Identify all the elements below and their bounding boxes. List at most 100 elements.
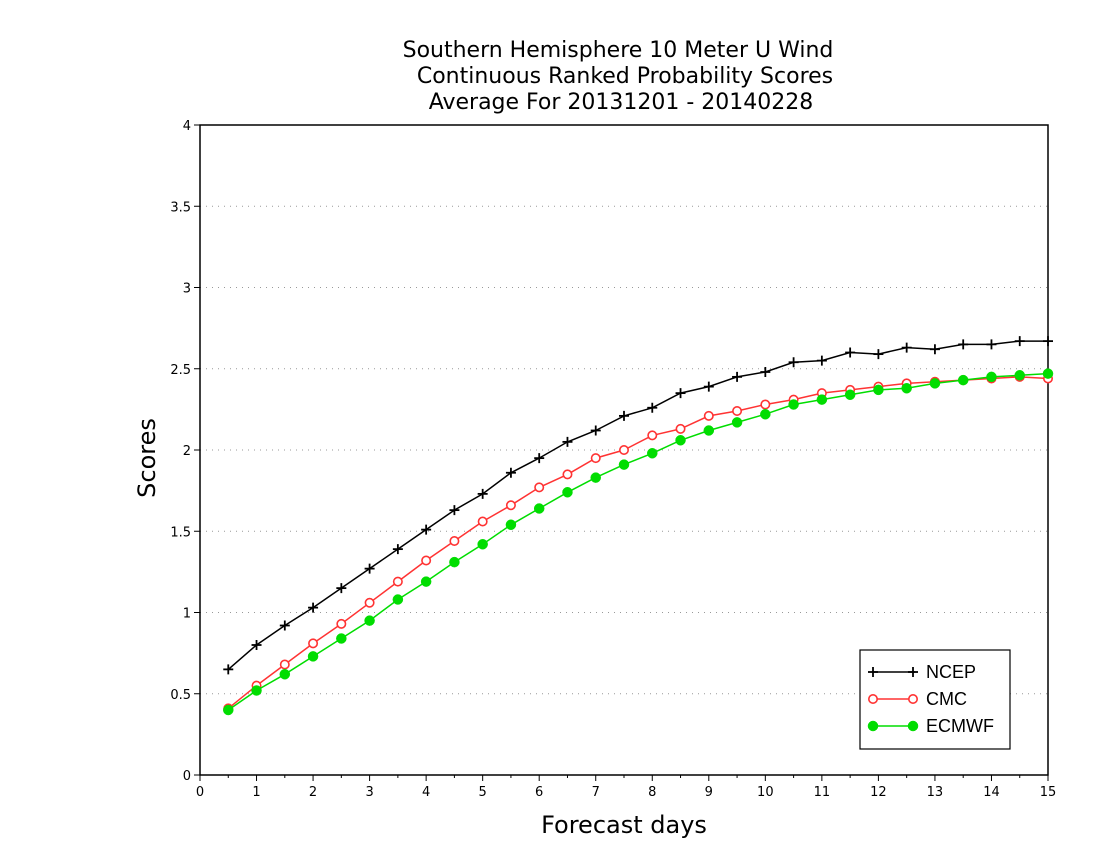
x-tick-label: 7: [592, 785, 600, 800]
data-point-ncep: [958, 339, 969, 350]
data-point-cmc: [308, 638, 319, 649]
y-tick-label: 4: [183, 119, 191, 134]
x-tick-label: 9: [705, 785, 713, 800]
data-point-ncep: [1043, 336, 1053, 347]
data-point-cmc: [760, 399, 771, 410]
data-point-ncep: [590, 425, 601, 436]
data-point-ecmwf: [788, 399, 799, 410]
data-point-ecmwf: [760, 409, 771, 420]
data-point-ncep: [421, 524, 432, 535]
legend-item-cmc: CMC: [867, 689, 967, 709]
data-point-ncep: [647, 402, 658, 413]
y-axis-label: Scores: [133, 418, 161, 498]
legend-label-cmc: CMC: [926, 689, 967, 709]
data-point-ncep: [873, 349, 884, 360]
legend: NCEP CMC ECMWF: [859, 649, 1011, 750]
data-point-ecmwf: [901, 383, 912, 394]
data-point-ncep: [675, 388, 686, 399]
data-point-ecmwf: [420, 576, 432, 587]
data-point-ncep: [703, 381, 714, 392]
data-point-ncep: [901, 342, 912, 353]
data-point-cmc: [675, 423, 686, 434]
data-point-ecmwf: [1042, 368, 1054, 379]
legend-marker-cmc: [907, 693, 918, 704]
data-point-ncep: [788, 357, 799, 368]
data-point-cmc: [421, 555, 432, 566]
data-point-ncep: [562, 436, 573, 447]
data-point-ncep: [732, 371, 743, 382]
y-tick-label: 0.5: [170, 688, 191, 703]
data-point-ecmwf: [816, 394, 828, 405]
data-point-ncep: [760, 367, 771, 377]
data-point-ncep: [308, 602, 319, 613]
data-point-ecmwf: [223, 704, 234, 716]
x-tick-label: 4: [422, 785, 430, 800]
y-tick-label: 3: [183, 282, 191, 297]
data-point-ncep: [505, 467, 516, 478]
x-tick-label: 14: [983, 785, 1000, 800]
series-cmc: [223, 371, 1054, 714]
data-point-cmc: [732, 405, 743, 416]
x-tick-label: 0: [196, 785, 204, 800]
legend-marker-ncep: [868, 667, 878, 677]
y-tick-label: 1: [183, 607, 191, 622]
data-point-cmc: [590, 453, 601, 464]
data-point-ecmwf: [618, 459, 630, 470]
data-point-ncep: [477, 488, 488, 499]
data-series: [223, 336, 1054, 716]
data-point-cmc: [505, 500, 516, 511]
data-point-ecmwf: [929, 378, 941, 389]
data-point-ncep: [251, 640, 262, 650]
data-point-cmc: [703, 410, 714, 421]
data-point-ecmwf: [251, 685, 262, 696]
data-point-ecmwf: [1014, 370, 1025, 381]
legend-marker-ecmwf: [907, 720, 919, 732]
data-point-ecmwf: [392, 594, 404, 605]
x-tick-label: 5: [479, 785, 487, 800]
data-point-cmc: [562, 469, 573, 480]
data-point-cmc: [449, 535, 460, 546]
y-axis: 0 0.5 1 1.5 2 2.5 3 3.5 4: [170, 119, 200, 784]
y-tick-label: 2.5: [170, 363, 191, 378]
data-point-ecmwf: [957, 374, 969, 386]
x-tick-label: 2: [309, 785, 317, 800]
legend-marker-ecmwf: [867, 720, 879, 732]
x-tick-label: 3: [365, 785, 373, 800]
data-point-ecmwf: [364, 615, 375, 626]
data-point-ncep: [816, 355, 827, 366]
data-point-ecmwf: [562, 487, 573, 498]
data-point-ecmwf: [986, 371, 997, 383]
x-tick-label: 6: [535, 785, 543, 800]
data-point-ncep: [534, 453, 545, 464]
y-tick-label: 3.5: [170, 200, 191, 215]
series-ncep: [223, 336, 1053, 675]
data-point-ncep: [364, 563, 375, 574]
legend-item-ncep: NCEP: [868, 662, 976, 682]
data-point-ecmwf: [449, 556, 460, 568]
data-point-cmc: [477, 516, 488, 527]
legend-label-ecmwf: ECMWF: [926, 716, 994, 736]
x-tick-label: 1: [252, 785, 260, 800]
data-point-cmc: [392, 576, 403, 587]
data-point-ecmwf: [279, 669, 291, 680]
chart-title-line-3: Average For 20131201 - 20140228: [429, 90, 814, 115]
data-point-ncep: [392, 544, 403, 555]
data-point-ecmwf: [873, 384, 884, 396]
data-point-ncep: [929, 344, 940, 355]
data-point-cmc: [618, 444, 629, 455]
data-point-ecmwf: [675, 435, 686, 446]
data-point-ncep: [336, 583, 347, 594]
series-ecmwf: [223, 368, 1054, 716]
x-tick-label: 8: [648, 785, 656, 800]
y-tick-label: 0: [183, 769, 191, 784]
x-tick-label: 11: [814, 785, 831, 800]
chart-title: Southern Hemisphere 10 Meter U Wind Cont…: [403, 38, 834, 115]
legend-item-ecmwf: ECMWF: [867, 716, 994, 736]
data-point-ncep: [223, 664, 234, 675]
data-point-ecmwf: [533, 503, 545, 514]
y-tick-label: 2: [183, 444, 191, 459]
x-tick-label: 10: [757, 785, 774, 800]
data-point-ecmwf: [505, 519, 517, 530]
legend-marker-cmc: [867, 693, 878, 704]
